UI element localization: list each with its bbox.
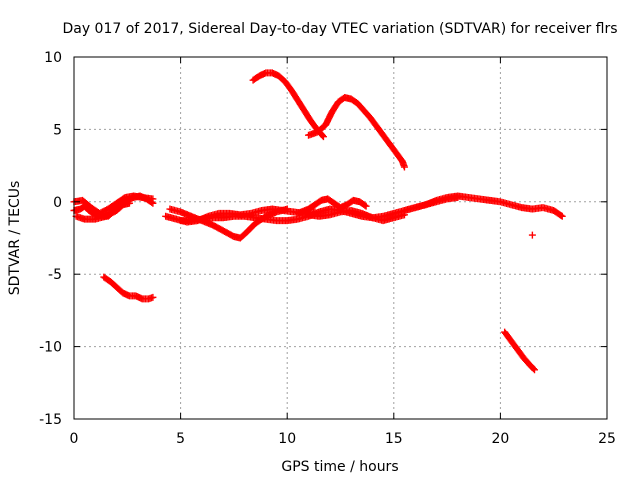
- series-arc-n: [528, 231, 536, 239]
- series-arc-j: [400, 192, 566, 220]
- series-arc-l: [305, 94, 408, 171]
- series-arc-c: [72, 199, 133, 223]
- x-tick-label: 0: [70, 431, 79, 447]
- grid: [74, 57, 607, 419]
- data-point: [362, 202, 370, 210]
- data-point: [558, 212, 566, 220]
- x-axis-label: GPS time / hours: [281, 459, 398, 475]
- data-point: [400, 163, 408, 171]
- chart-title: Day 017 of 2017, Sidereal Day-to-day VTE…: [62, 21, 617, 37]
- y-tick-label: -5: [48, 267, 62, 283]
- series-arc-i: [305, 206, 408, 225]
- series-arc-m: [501, 328, 539, 374]
- data-point: [125, 199, 133, 207]
- series-arc-d: [100, 273, 157, 303]
- data-point: [283, 205, 291, 213]
- y-tick-label: 0: [53, 195, 62, 211]
- x-tick-label: 10: [278, 431, 296, 447]
- y-tick-label: -10: [39, 340, 62, 356]
- data-point: [531, 366, 539, 374]
- data-point: [557, 211, 565, 219]
- x-tick-label: 20: [491, 431, 509, 447]
- plot-frame: [73, 56, 608, 420]
- y-tick-label: 10: [44, 50, 62, 66]
- y-tick-label: -15: [39, 412, 62, 428]
- x-tick-label: 15: [385, 431, 403, 447]
- x-tick-label: 25: [598, 431, 616, 447]
- data-point: [528, 231, 536, 239]
- y-axis-label: SDTVAR / TECUs: [7, 181, 23, 296]
- data-point: [149, 293, 157, 301]
- y-tick-label: 5: [53, 122, 62, 138]
- data-point: [319, 132, 327, 140]
- axis-ticks: 0 5 10 15 20 25 -15 -10 -5 0 5 10: [39, 50, 616, 447]
- x-tick-label: 5: [176, 431, 185, 447]
- data-point: [319, 133, 327, 141]
- data-point: [361, 201, 369, 209]
- data-point: [529, 365, 537, 373]
- data-point: [149, 195, 157, 203]
- series-arc-h: [294, 195, 370, 217]
